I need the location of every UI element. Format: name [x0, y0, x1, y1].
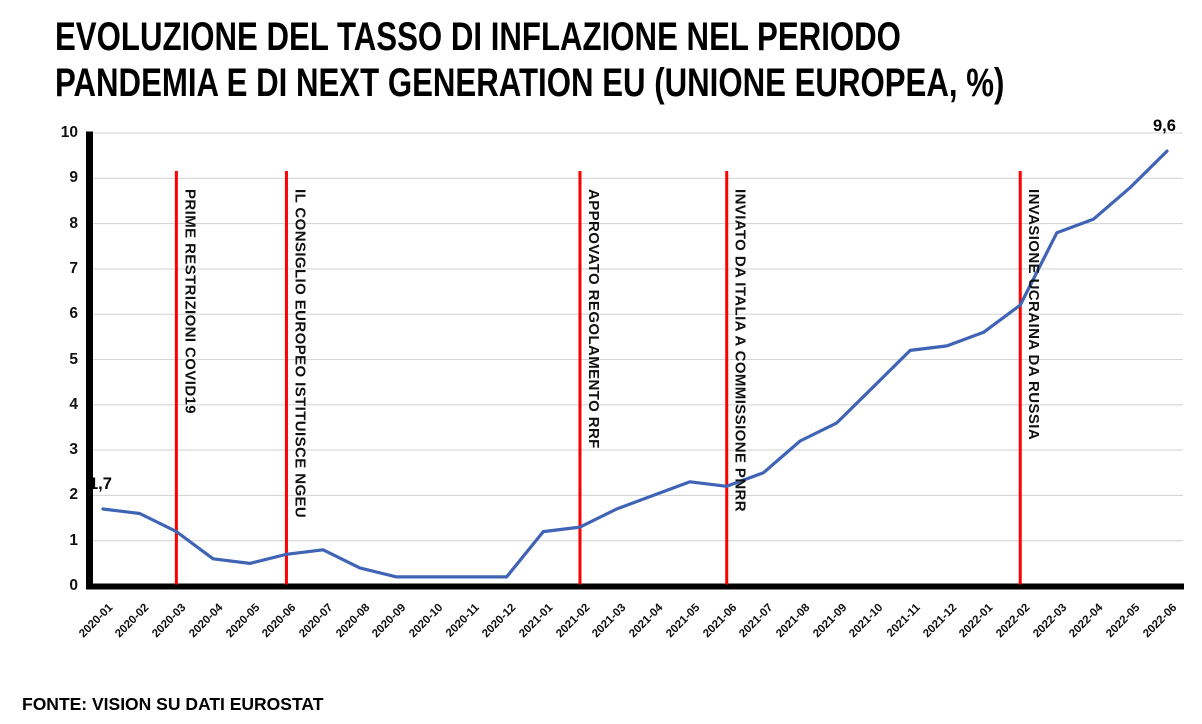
- event-label: INVIATO DA ITALIA A COMMISSIONE PNRR: [731, 189, 749, 513]
- y-tick-label: 2: [69, 486, 78, 504]
- event-label: PRIME RESTRIZIONI COVID19: [181, 189, 199, 415]
- y-tick-label: 7: [69, 259, 78, 277]
- event-label: IL CONSIGLIO EUROPEO ISTITUISCE NGEU: [291, 189, 309, 519]
- x-axis-line: [86, 583, 1184, 590]
- event-label: APPROVATO REGOLAMENTO RRF: [584, 189, 602, 449]
- y-axis-line: [86, 131, 93, 590]
- inflation-series-line: [101, 149, 1169, 579]
- y-tick-label: 0: [69, 577, 78, 594]
- chart-title: EVOLUZIONE DEL TASSO DI INFLAZIONE NEL P…: [55, 14, 1004, 107]
- y-tick-label: 3: [69, 441, 78, 459]
- y-tick-label: 1: [69, 531, 78, 549]
- y-tick-label: 8: [69, 214, 78, 232]
- y-tick-label: 6: [69, 305, 78, 323]
- source-note: FONTE: VISION SU DATI EUROSTAT: [22, 694, 324, 714]
- chart-title-line2: PANDEMIA E DI NEXT GENERATION EU (UNIONE…: [55, 61, 1005, 106]
- y-tick-label: 5: [69, 350, 78, 368]
- data-point-label: 9,6: [1153, 117, 1176, 136]
- y-tick-label: 10: [60, 124, 78, 141]
- chart-title-line1: EVOLUZIONE DEL TASSO DI INFLAZIONE NEL P…: [55, 15, 901, 59]
- data-point-label: 1,7: [89, 474, 112, 493]
- event-label: INVASIONE UCRAINA DA RUSSIA: [1025, 189, 1043, 441]
- y-tick-label: 4: [69, 395, 78, 413]
- y-tick-label: 9: [69, 169, 78, 187]
